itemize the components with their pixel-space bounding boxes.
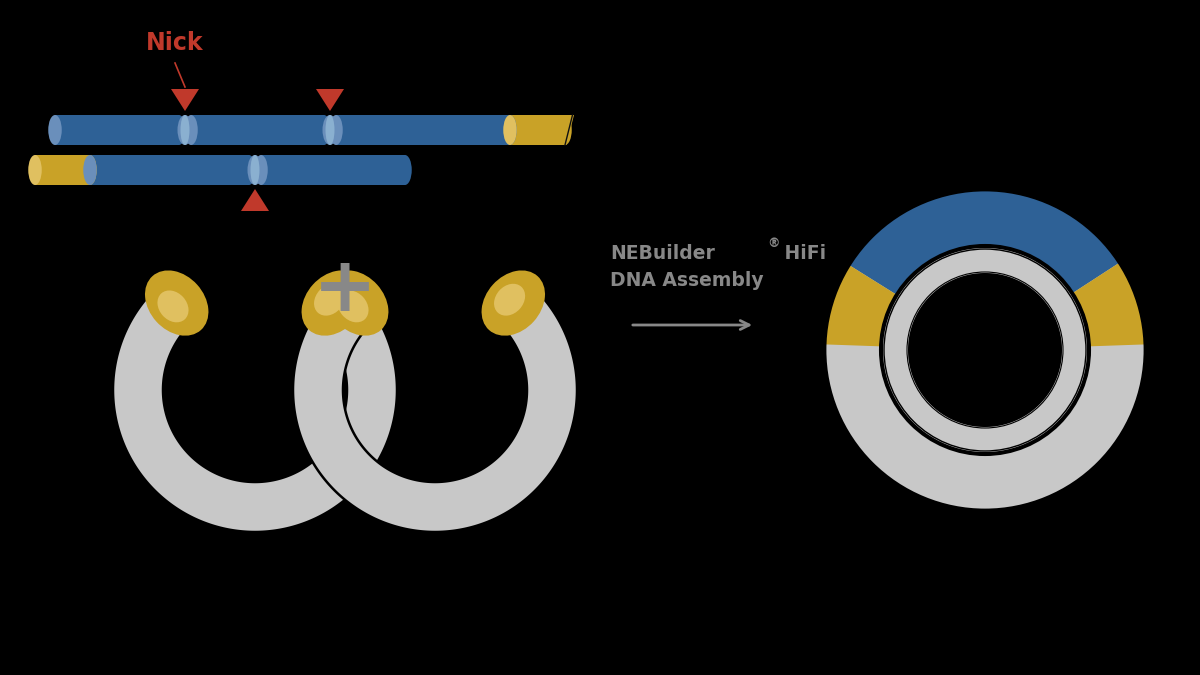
- Ellipse shape: [242, 155, 256, 185]
- Polygon shape: [850, 190, 1120, 294]
- Text: ®: ®: [767, 237, 780, 250]
- Text: NEBuilder: NEBuilder: [610, 244, 715, 263]
- FancyBboxPatch shape: [191, 115, 324, 145]
- Ellipse shape: [29, 155, 42, 185]
- Ellipse shape: [185, 115, 198, 145]
- FancyBboxPatch shape: [55, 115, 179, 145]
- Ellipse shape: [178, 115, 192, 145]
- Text: +: +: [313, 253, 377, 327]
- Ellipse shape: [251, 155, 259, 185]
- Text: Nick: Nick: [146, 31, 204, 55]
- FancyBboxPatch shape: [262, 155, 406, 185]
- FancyBboxPatch shape: [90, 155, 250, 185]
- Ellipse shape: [494, 284, 526, 316]
- Ellipse shape: [325, 115, 335, 145]
- Polygon shape: [241, 189, 269, 211]
- Ellipse shape: [481, 271, 545, 335]
- Ellipse shape: [180, 115, 190, 145]
- Polygon shape: [1073, 263, 1145, 346]
- Ellipse shape: [323, 115, 337, 145]
- Ellipse shape: [337, 290, 368, 323]
- Ellipse shape: [254, 155, 268, 185]
- Ellipse shape: [83, 155, 97, 185]
- FancyBboxPatch shape: [35, 155, 90, 185]
- Text: HiFi: HiFi: [778, 244, 826, 263]
- Ellipse shape: [247, 155, 263, 185]
- Ellipse shape: [503, 115, 517, 145]
- Ellipse shape: [503, 115, 517, 145]
- Ellipse shape: [157, 290, 188, 323]
- Ellipse shape: [314, 284, 346, 316]
- Ellipse shape: [317, 115, 331, 145]
- Polygon shape: [172, 89, 199, 111]
- Ellipse shape: [325, 271, 389, 335]
- Text: DNA Assembly: DNA Assembly: [610, 271, 763, 290]
- Polygon shape: [316, 89, 344, 111]
- FancyBboxPatch shape: [336, 115, 510, 145]
- Ellipse shape: [145, 271, 209, 335]
- Ellipse shape: [329, 115, 343, 145]
- Ellipse shape: [173, 115, 186, 145]
- Polygon shape: [562, 115, 574, 145]
- Polygon shape: [826, 265, 896, 346]
- Ellipse shape: [48, 115, 61, 145]
- Ellipse shape: [558, 115, 571, 145]
- Polygon shape: [883, 248, 1087, 452]
- Polygon shape: [293, 284, 577, 532]
- Polygon shape: [113, 284, 397, 532]
- Ellipse shape: [83, 155, 97, 185]
- Ellipse shape: [398, 155, 412, 185]
- FancyBboxPatch shape: [510, 115, 565, 145]
- Polygon shape: [826, 190, 1145, 510]
- Ellipse shape: [301, 271, 365, 335]
